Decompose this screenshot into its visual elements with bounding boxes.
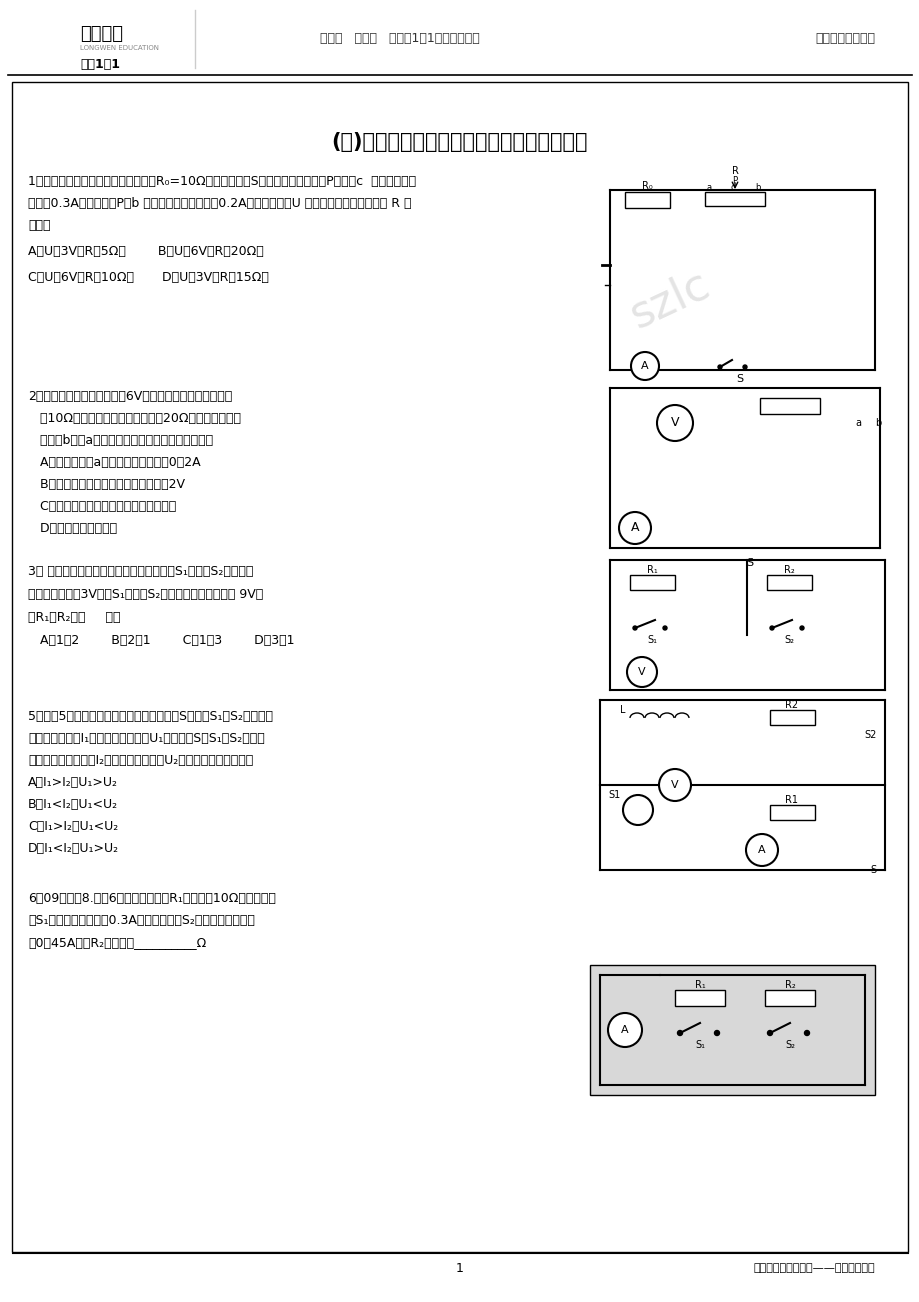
Text: R₁: R₁	[646, 565, 657, 575]
Text: 为10Ω，滑动变阔器的最大阔値为20Ω，当开关闭合，: 为10Ω，滑动变阔器的最大阔値为20Ω，当开关闭合，	[28, 411, 241, 424]
Circle shape	[803, 1030, 809, 1035]
Text: 电流表的示数为I₁，电压表的示数为U₁；当开关S、S₁、S₂都闭合: 电流表的示数为I₁，电压表的示数为U₁；当开关S、S₁、S₂都闭合	[28, 732, 265, 745]
Text: R₁: R₁	[694, 980, 705, 990]
Text: S₂: S₂	[783, 635, 793, 644]
Text: 1．如图所示，设电源电压保持不变，R₀=10Ω。当闭合开关S，滑动变阻器的滑片P在中点c  时，电流表的: 1．如图所示，设电源电压保持不变，R₀=10Ω。当闭合开关S，滑动变阻器的滑片P…	[28, 174, 415, 187]
Text: S1: S1	[607, 790, 619, 799]
Text: A．I₁>I₂，U₁>U₂: A．I₁>I₂，U₁>U₂	[28, 776, 118, 789]
Circle shape	[800, 626, 803, 630]
Text: C．电压表示数与电流表示数的比値不变: C．电压表示数与电流表示数的比値不变	[28, 500, 176, 513]
Text: 5．如图5所示电路，电源电压不变，当开关S闭合．S₁、S₂断开时，: 5．如图5所示电路，电源电压不变，当开关S闭合．S₁、S₂断开时，	[28, 710, 273, 723]
Text: 滑片由b端向a端移动的过程中，以下说法正确的是: 滑片由b端向a端移动的过程中，以下说法正确的是	[28, 434, 213, 447]
Text: A: A	[630, 522, 639, 535]
Circle shape	[745, 835, 777, 866]
Text: 1: 1	[456, 1262, 463, 1275]
Text: 做教育   做良心   中小学1对1课外辅导专家: 做教育 做良心 中小学1对1课外辅导专家	[320, 31, 480, 44]
Circle shape	[663, 626, 666, 630]
Text: P: P	[732, 176, 737, 185]
Text: 关S₁时电流表的示数为0.3A，再闭合开关S₂后，电流表的示数: 关S₁时电流表的示数为0.3A，再闭合开关S₂后，电流表的示数	[28, 914, 255, 927]
Text: R2: R2	[785, 700, 798, 710]
Circle shape	[676, 1030, 682, 1035]
Bar	[589, 965, 874, 1095]
Circle shape	[627, 658, 656, 687]
Bar	[0, 0, 919, 76]
Bar	[630, 575, 675, 590]
Text: 则R₁：R₂为（     ）。: 则R₁：R₂为（ ）。	[28, 611, 120, 624]
Text: 2．如图所示电路，电源电压6V保持不变，定值电阔的阔値: 2．如图所示电路，电源电压6V保持不变，定值电阔的阔値	[28, 391, 232, 404]
Text: B．I₁<I₂，U₁<U₂: B．I₁<I₂，U₁<U₂	[28, 798, 118, 811]
Text: B．当滑片移到中点时，电压表示数为2V: B．当滑片移到中点时，电压表示数为2V	[28, 478, 185, 491]
Text: A: A	[641, 361, 648, 371]
Text: C．U＝6V，R＝10Ω；       D．U＝3V，R＝15Ω。: C．U＝6V，R＝10Ω； D．U＝3V，R＝15Ω。	[28, 271, 268, 284]
Text: S: S	[735, 374, 743, 384]
Text: a: a	[706, 184, 711, 191]
Text: 电压表的示数为3V；当S₁断开、S₂闭合时，电压表的示数 9V，: 电压表的示数为3V；当S₁断开、S₂闭合时，电压表的示数 9V，	[28, 589, 263, 602]
Text: S₂: S₂	[784, 1040, 794, 1049]
Bar	[769, 805, 814, 820]
Bar	[12, 82, 907, 1253]
Text: R₂: R₂	[783, 565, 793, 575]
Bar	[766, 575, 811, 590]
Circle shape	[656, 405, 692, 441]
Text: L: L	[619, 704, 625, 715]
Text: S₁: S₁	[694, 1040, 704, 1049]
Text: D．I₁<I₂，U₁>U₂: D．I₁<I₂，U₁>U₂	[28, 842, 119, 855]
Text: b: b	[874, 418, 880, 428]
Circle shape	[618, 512, 651, 544]
Text: 龙: 龙	[41, 31, 49, 44]
Text: 教育是一项良心工程——深圳龙文教育: 教育是一项良心工程——深圳龙文教育	[753, 1263, 874, 1273]
Text: 教师1对1: 教师1对1	[80, 59, 119, 72]
Circle shape	[658, 769, 690, 801]
Text: szlc: szlc	[622, 263, 716, 337]
Text: S: S	[870, 865, 876, 875]
Bar	[624, 191, 669, 208]
Bar	[765, 990, 814, 1006]
Text: 龙文教育: 龙文教育	[80, 25, 123, 43]
FancyBboxPatch shape	[8, 7, 193, 72]
Circle shape	[630, 352, 658, 380]
Circle shape	[632, 626, 636, 630]
Text: 6（09济宁）8.在图6所示的电路中，R₁的阔値为10Ω，只闭合开: 6（09济宁）8.在图6所示的电路中，R₁的阔値为10Ω，只闭合开	[28, 892, 276, 905]
Text: R₀: R₀	[641, 181, 652, 191]
Text: A．U＝3V，R＝5Ω；        B．U＝6V，R＝20Ω；: A．U＝3V，R＝5Ω； B．U＝6V，R＝20Ω；	[28, 245, 264, 258]
Circle shape	[717, 365, 721, 368]
Text: A．当滑片移到a端时，电流表示数为0．2A: A．当滑片移到a端时，电流表示数为0．2A	[28, 456, 200, 469]
Text: S2: S2	[864, 730, 876, 740]
Text: 别为：: 别为：	[28, 219, 51, 232]
Text: V: V	[671, 780, 678, 790]
Text: S₁: S₁	[646, 635, 656, 644]
Text: R: R	[731, 165, 738, 176]
Bar	[704, 191, 765, 206]
Text: A: A	[620, 1025, 628, 1035]
Text: D．电压表的示数减少: D．电压表的示数减少	[28, 522, 117, 535]
Text: V: V	[638, 667, 645, 677]
Text: C．I₁>I₂，U₁<U₂: C．I₁>I₂，U₁<U₂	[28, 820, 119, 833]
Circle shape	[622, 796, 652, 825]
Circle shape	[17, 10, 73, 66]
Circle shape	[714, 1030, 719, 1035]
Text: 为0．45A，则R₂的阔値为__________Ω: 为0．45A，则R₂的阔値为__________Ω	[28, 936, 206, 949]
Text: A: A	[757, 845, 765, 855]
Text: R1: R1	[785, 796, 798, 805]
Text: 备课教师：蒋开有: 备课教师：蒋开有	[814, 31, 874, 44]
Text: 时，电流表的示数为I₂，电压表的示数为U₂。则下列说法正确的是: 时，电流表的示数为I₂，电压表的示数为U₂。则下列说法正确的是	[28, 754, 253, 767]
Text: (四)中考试题分类汇编一动态电路分析和计算: (四)中考试题分类汇编一动态电路分析和计算	[332, 132, 587, 152]
Text: A．1：2        B．2：1        C．1：3        D．3：1: A．1：2 B．2：1 C．1：3 D．3：1	[28, 634, 294, 647]
Text: 3． 如图所示电路，电源电压恒定不变．当S₁闭合、S₂断开时，: 3． 如图所示电路，电源电压恒定不变．当S₁闭合、S₂断开时，	[28, 565, 253, 578]
Text: c: c	[730, 184, 734, 191]
Circle shape	[766, 1030, 772, 1035]
Text: 示数为0.3A，移动滑片P至b 端时，电流表的示数为0.2A．则电源电压U 与滑动变阻器的最大阻值 R 分: 示数为0.3A，移动滑片P至b 端时，电流表的示数为0.2A．则电源电压U 与滑…	[28, 197, 411, 210]
Circle shape	[743, 365, 746, 368]
Text: R₂: R₂	[784, 980, 795, 990]
Bar	[759, 398, 819, 414]
Bar	[769, 710, 814, 725]
Text: V: V	[670, 417, 678, 430]
Circle shape	[769, 626, 773, 630]
Circle shape	[607, 1013, 641, 1047]
Bar	[675, 990, 724, 1006]
Text: a: a	[854, 418, 860, 428]
Text: LONGWEN EDUCATION: LONGWEN EDUCATION	[80, 46, 159, 51]
Text: b: b	[754, 184, 760, 191]
Text: S: S	[745, 559, 753, 568]
